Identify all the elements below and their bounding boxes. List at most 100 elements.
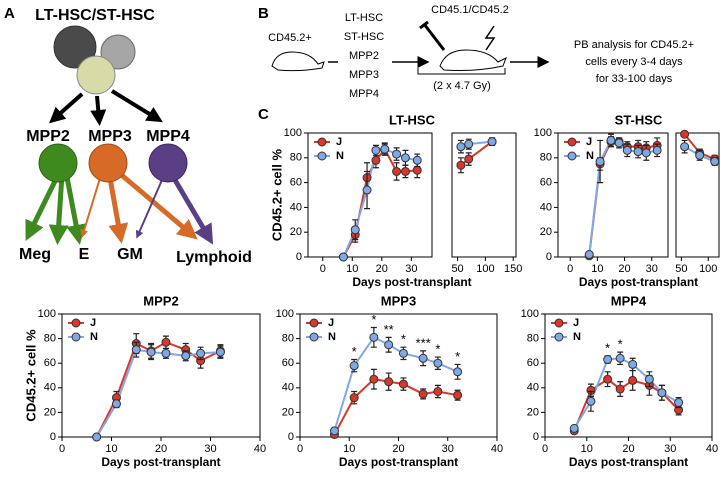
arrow — [116, 170, 198, 240]
data-point — [161, 348, 171, 358]
data-point — [371, 145, 381, 155]
chart-title: MPP4 — [611, 293, 647, 308]
data-point — [614, 138, 624, 148]
x-tick-label: 40 — [706, 443, 718, 455]
data-point — [487, 137, 497, 147]
y-tick-label: 0 — [50, 431, 56, 443]
data-point — [603, 355, 613, 365]
significance-mark: * — [605, 340, 610, 355]
data-point — [161, 337, 171, 347]
panel-label: C — [258, 106, 269, 123]
x-axis-label: Days post-transplant — [352, 275, 471, 289]
y-axis-label: CD45.2+ cell % — [269, 148, 284, 241]
readout: for 33-100 days — [596, 73, 673, 85]
y-tick-label: 40 — [540, 201, 552, 213]
data-point — [433, 358, 443, 368]
data-point — [384, 340, 394, 350]
readout: PB analysis for CD45.2+ — [574, 39, 694, 51]
data-point — [622, 145, 632, 155]
x-tick-label: 100 — [699, 263, 717, 275]
st-hsc-cell — [100, 34, 136, 70]
plot-frame — [675, 132, 720, 258]
x-tick-label: 50 — [451, 263, 463, 275]
y-tick-label: 40 — [527, 382, 539, 394]
output-label: Lymphoid — [176, 249, 252, 266]
significance-mark: * — [455, 349, 460, 364]
x-tick-label: 10 — [346, 263, 358, 275]
y-tick-label: 0 — [288, 431, 294, 443]
x-axis-label: Days post-transplant — [569, 455, 688, 469]
legend-marker — [554, 332, 564, 342]
data-point — [652, 145, 662, 155]
progenitor-label: MPP4 — [146, 128, 190, 145]
recipient-label: CD45.1/CD45.2 — [431, 4, 509, 16]
x-tick-label: 0 — [320, 263, 326, 275]
y-tick-label: 40 — [290, 201, 302, 213]
legend-label: N — [90, 331, 98, 343]
y-tick-label: 0 — [296, 251, 302, 263]
arrow — [110, 89, 163, 123]
y-tick-label: 100 — [534, 127, 552, 139]
data-point — [680, 142, 690, 152]
arrow — [63, 171, 86, 245]
data-point — [392, 149, 402, 159]
x-tick-label: 0 — [297, 443, 303, 455]
arrow — [172, 178, 214, 245]
y-tick-label: 100 — [284, 127, 302, 139]
data-point — [464, 154, 474, 164]
y-axis-label: CD45.2+ cell % — [23, 329, 38, 422]
y-tick-label: 20 — [527, 406, 539, 418]
data-point — [456, 160, 466, 170]
y-tick-label: 80 — [44, 333, 56, 345]
significance-mark: * — [618, 337, 623, 352]
arrow — [25, 173, 61, 241]
x-axis-label: Days post-transplant — [339, 455, 458, 469]
y-tick-label: 0 — [533, 431, 539, 443]
y-tick-label: 60 — [527, 357, 539, 369]
plot-frame — [451, 132, 517, 258]
legend-marker — [317, 151, 327, 161]
legend-label: N — [336, 150, 344, 162]
y-tick-label: 80 — [290, 152, 302, 164]
data-point — [362, 185, 372, 195]
x-tick-label: 0 — [567, 263, 573, 275]
plot-frame — [544, 313, 713, 438]
legend-label: J — [90, 317, 96, 329]
data-point — [710, 157, 720, 167]
data-point — [418, 353, 428, 363]
panel-label: A — [4, 5, 15, 22]
arrow — [135, 179, 163, 239]
plot-frame — [307, 132, 433, 258]
x-tick-label: 30 — [405, 263, 417, 275]
mouse-icon — [439, 49, 507, 71]
y-tick-label: 20 — [540, 226, 552, 238]
data-point — [369, 332, 379, 342]
significance-mark: ** — [384, 322, 394, 337]
data-point — [384, 377, 394, 387]
x-tick-label: 0 — [59, 443, 65, 455]
arrow — [107, 177, 129, 244]
irradiation-icon — [484, 25, 496, 51]
data-point — [464, 139, 474, 149]
legend-label: J — [586, 136, 592, 148]
donor-label: CD45.2+ — [268, 32, 312, 44]
data-point — [398, 379, 408, 389]
x-tick-label: 150 — [504, 263, 522, 275]
mpp4-cell — [148, 143, 188, 183]
data-point — [453, 390, 463, 400]
data-point — [92, 432, 102, 442]
data-point — [400, 166, 410, 176]
data-point — [644, 374, 654, 384]
syringe-icon — [419, 20, 446, 51]
legend-marker — [567, 151, 577, 161]
readout: cells every 3-4 days — [585, 56, 683, 68]
data-point — [350, 225, 360, 235]
x-tick-label: 30 — [204, 443, 216, 455]
x-tick-label: 10 — [581, 443, 593, 455]
y-tick-label: 60 — [282, 357, 294, 369]
x-tick-label: 10 — [343, 443, 355, 455]
chart-title: MPP3 — [381, 293, 416, 308]
data-point — [680, 129, 690, 139]
data-point — [628, 359, 638, 369]
